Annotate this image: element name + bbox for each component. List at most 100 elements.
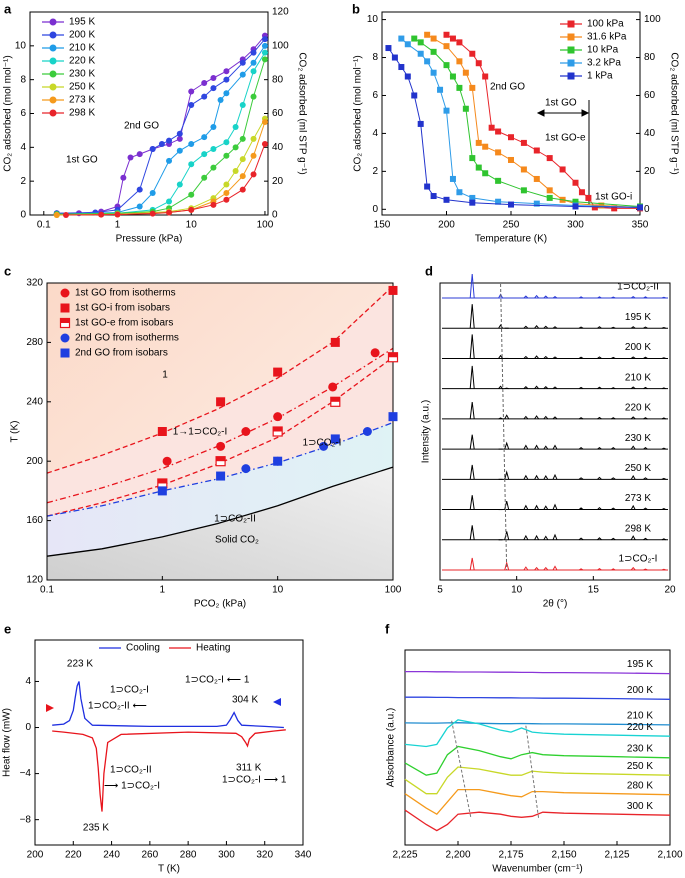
marker (162, 456, 172, 466)
marker (273, 367, 283, 377)
marker (250, 49, 257, 56)
marker (241, 464, 251, 474)
marker (49, 83, 57, 91)
y-tick-label: 4 (25, 676, 31, 687)
trace-label: 220 K (625, 403, 651, 414)
series-line (52, 681, 284, 729)
marker (241, 427, 251, 436)
marker (572, 203, 579, 210)
x-tick-label: 1 (115, 220, 121, 231)
peak (643, 477, 648, 480)
x-axis-label: Pressure (kPa) (116, 234, 183, 245)
marker (533, 175, 540, 182)
marker (469, 50, 476, 57)
marker (417, 120, 424, 127)
y-axis-label: Intensity (a.u.) (421, 400, 432, 463)
marker (216, 397, 226, 407)
marker (398, 35, 405, 42)
series-line (56, 121, 266, 216)
marker (462, 105, 469, 112)
legend-label: 2nd GO from isotherms (75, 333, 179, 344)
peak (597, 326, 602, 329)
peak (597, 506, 602, 510)
y-tick-label: −8 (20, 814, 32, 825)
marker (136, 203, 143, 210)
legend-label: 2nd GO from isobars (75, 348, 168, 359)
marker (239, 102, 246, 109)
peak (661, 387, 667, 390)
trace-label: 1⊃CO₂-I (619, 554, 658, 565)
marker (98, 211, 105, 218)
marker (388, 412, 398, 422)
y-axis-label: Absorbance (a.u.) (386, 708, 397, 788)
peak (543, 566, 549, 571)
peak (597, 356, 602, 359)
annotation: 1st GO-i (595, 192, 632, 203)
panel: e 200 220 240 260 280 300 320 340 −8 −4 0 4 T (K) Heat… (2, 621, 312, 874)
y-tick-label: 160 (26, 515, 43, 526)
marker (462, 69, 469, 76)
trace-label: 280 K (627, 780, 653, 791)
x-axis-label: Temperature (K) (475, 234, 547, 245)
y-axis-label: Heat flow (mW) (2, 708, 13, 777)
peak (469, 402, 475, 419)
peak (523, 415, 529, 420)
marker (456, 189, 463, 196)
marker (250, 171, 257, 178)
peak (534, 504, 540, 510)
peak (610, 447, 616, 450)
marker (232, 168, 239, 175)
legend-label: 1 kPa (587, 71, 613, 82)
marker (239, 173, 246, 180)
marker (216, 441, 226, 451)
heating-arrow (46, 704, 54, 712)
peak (543, 386, 549, 390)
marker (157, 486, 167, 496)
marker (437, 86, 444, 93)
x-tick-label: 280 (180, 850, 197, 861)
x-tick-label: 1 (160, 585, 166, 596)
peak (543, 355, 549, 359)
marker (210, 164, 217, 171)
panel: a0.1 1 10 1000246810020406080100120Pressure… (3, 1, 308, 244)
peak (534, 325, 539, 329)
marker (520, 166, 527, 173)
peak (661, 538, 667, 541)
peak (597, 447, 602, 450)
series-line (56, 45, 266, 215)
arrow-head (581, 109, 590, 117)
marker (49, 57, 57, 65)
marker (210, 201, 217, 208)
marker (330, 337, 340, 347)
x-axis-label: T (K) (158, 864, 180, 875)
marker (449, 175, 456, 182)
peak (630, 504, 636, 510)
marker (60, 303, 70, 313)
x-axis-label: PCO₂ (kPa) (194, 599, 246, 610)
legend-label: 220 K (69, 56, 95, 67)
peak (552, 473, 558, 480)
x-tick-label: 5 (437, 585, 443, 596)
series-line (404, 719, 671, 748)
x-tick-label: 10 (511, 585, 523, 596)
annotation: ⟶ 1⊃CO₂-I (104, 781, 160, 792)
peak (661, 296, 667, 299)
marker (239, 135, 246, 142)
y2-tick-label: 0 (272, 210, 278, 221)
marker (223, 90, 230, 97)
peak (534, 415, 540, 420)
marker (443, 107, 450, 114)
peak (630, 326, 636, 329)
x-tick-label: 260 (142, 850, 159, 861)
marker (469, 199, 476, 206)
y-tick-label: 4 (372, 128, 378, 139)
peak (552, 295, 558, 299)
marker (188, 88, 195, 95)
peak (578, 477, 584, 480)
peak (611, 387, 616, 390)
trace-label: 220 K (627, 722, 653, 733)
series-line (56, 118, 266, 216)
x-tick-label: 100 (257, 220, 274, 231)
peak (630, 356, 636, 359)
marker (495, 149, 502, 156)
